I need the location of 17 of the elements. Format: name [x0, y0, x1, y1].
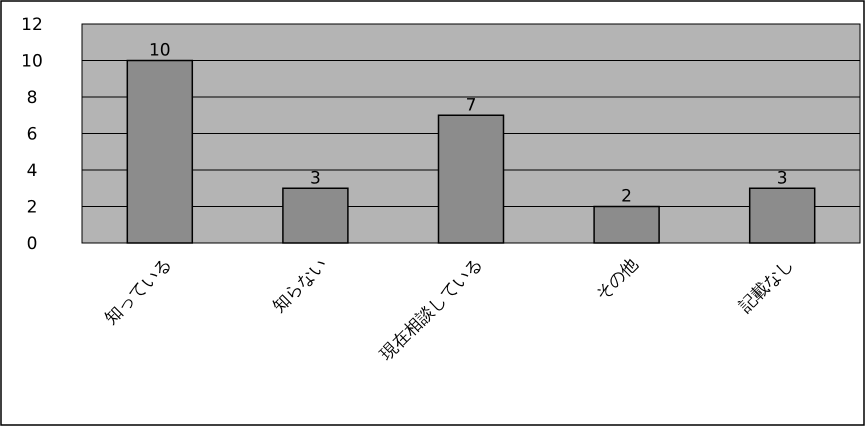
data-label: 10 [148, 40, 171, 60]
x-tick-label: 知っている [101, 254, 176, 329]
y-tick-label: 12 [21, 15, 43, 35]
x-tick-label: 現在相談している [376, 254, 487, 365]
y-tick-label: 8 [26, 88, 38, 108]
data-label: 3 [310, 168, 321, 188]
data-label: 2 [621, 186, 632, 206]
x-tick-label: 記載なし [736, 254, 798, 317]
data-label: 3 [776, 168, 788, 188]
y-tick-label: 4 [26, 161, 38, 181]
x-tick-label: 知らない [268, 254, 331, 317]
x-tick-label: その他 [592, 254, 642, 305]
y-tick-label: 0 [26, 234, 38, 254]
y-tick-label: 6 [26, 124, 38, 144]
y-tick-label: 10 [21, 52, 43, 72]
y-tick-label: 2 [26, 198, 38, 218]
data-label: 7 [466, 95, 476, 116]
